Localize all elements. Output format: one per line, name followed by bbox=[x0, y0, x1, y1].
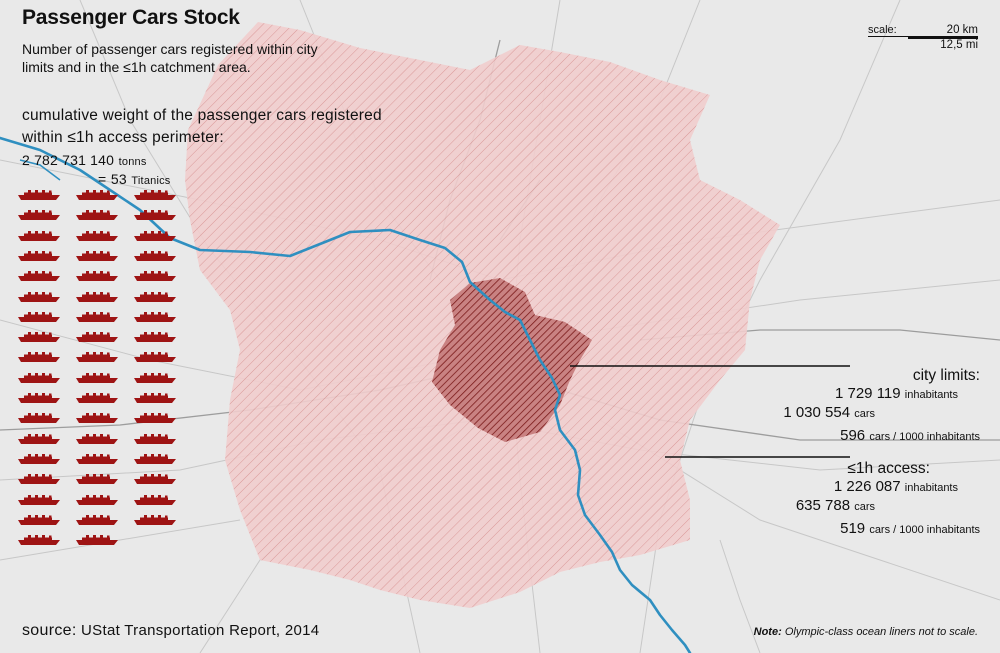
titanic-icon bbox=[18, 352, 60, 363]
titanic-icon bbox=[134, 352, 176, 363]
titanic-icon bbox=[134, 393, 176, 403]
titanic-icon bbox=[76, 494, 118, 505]
titanic-icon bbox=[134, 474, 176, 485]
titanic-icon bbox=[18, 433, 60, 444]
river bbox=[0, 136, 692, 653]
titanic-icon bbox=[134, 433, 176, 444]
titanic-icon bbox=[76, 210, 118, 221]
tributary bbox=[19, 159, 61, 181]
note-label: Note: bbox=[753, 626, 782, 638]
titanic-icon bbox=[76, 311, 118, 322]
titanic-icon bbox=[18, 190, 60, 200]
titanic-icon bbox=[18, 291, 60, 302]
titanic-icon bbox=[134, 271, 176, 282]
scale-line bbox=[868, 36, 978, 37]
footnote: Note: Olympic-class ocean liners not to … bbox=[754, 626, 978, 638]
access-stats: ≤1h access: 1 226 087 inhabitants 635 78… bbox=[796, 460, 980, 539]
access-inhabitants-value: 1 226 087 bbox=[833, 478, 901, 495]
titanic-icon bbox=[18, 230, 60, 241]
access-rate-unit: cars / 1000 inhabitants bbox=[869, 524, 980, 536]
tons-value: 2 782 731 140 bbox=[22, 152, 115, 168]
titanic-icon bbox=[18, 271, 60, 282]
city-limits-stats: city limits: 1 729 119 inhabitants 1 030… bbox=[783, 367, 980, 446]
titanic-icon bbox=[134, 413, 176, 424]
scale-label: scale: bbox=[868, 24, 897, 36]
titanic-icon-grid bbox=[18, 190, 188, 555]
titanic-icon bbox=[134, 311, 176, 322]
city-rate-value: 596 bbox=[840, 427, 866, 444]
access-heading: ≤1h access: bbox=[847, 460, 930, 477]
scale-km: 20 km bbox=[946, 24, 978, 36]
city-limits-area bbox=[432, 278, 592, 442]
note-text: Olympic-class ocean liners not to scale. bbox=[784, 626, 978, 638]
scale-line-thick bbox=[908, 37, 978, 39]
scale-bar: scale: 20 km 12,5 mi bbox=[868, 24, 978, 54]
titanic-icon bbox=[76, 250, 118, 261]
titanic-icon bbox=[76, 332, 118, 343]
titanic-icon bbox=[76, 514, 118, 525]
titanic-icon bbox=[18, 453, 60, 464]
titanic-icon bbox=[76, 190, 118, 200]
titanic-icon bbox=[76, 230, 118, 241]
titanic-icon bbox=[18, 372, 60, 383]
titanic-icon bbox=[134, 332, 176, 343]
source-text: UStat Transportation Report, 2014 bbox=[81, 622, 320, 639]
titanic-icon bbox=[134, 372, 176, 383]
titanic-icon bbox=[18, 494, 60, 505]
titanic-icon bbox=[18, 332, 60, 343]
titanics-unit: Titanics bbox=[131, 175, 171, 187]
titanic-icon bbox=[134, 514, 176, 525]
city-cars-value: 1 030 554 bbox=[783, 404, 851, 421]
city-limits-heading: city limits: bbox=[912, 367, 980, 384]
titanic-icon bbox=[18, 311, 60, 322]
titanic-icon bbox=[18, 474, 60, 485]
titanic-icon bbox=[18, 535, 60, 546]
access-inhabitants-unit: inhabitants bbox=[904, 482, 958, 494]
titanic-icon bbox=[18, 250, 60, 261]
cumulative-weight-block: cumulative weight of the passenger cars … bbox=[22, 105, 382, 189]
titanic-icon bbox=[18, 514, 60, 525]
source-label: source: bbox=[22, 622, 77, 639]
titanic-icon bbox=[18, 210, 60, 221]
map-subtitle: Number of passenger cars registered with… bbox=[22, 41, 318, 75]
titanic-icon bbox=[134, 494, 176, 505]
source-line: source: UStat Transportation Report, 201… bbox=[22, 622, 319, 640]
city-cars-unit: cars bbox=[854, 408, 875, 420]
titanic-icon bbox=[76, 535, 118, 546]
titanic-icon bbox=[76, 372, 118, 383]
titanic-icon bbox=[76, 271, 118, 282]
titanic-icon bbox=[76, 393, 118, 403]
titanic-icon bbox=[18, 413, 60, 424]
titanic-icon bbox=[76, 291, 118, 302]
titanic-icon bbox=[76, 352, 118, 363]
equals-sign: = bbox=[98, 171, 107, 187]
titanic-icon bbox=[134, 210, 176, 221]
city-inhabitants-value: 1 729 119 bbox=[834, 385, 901, 402]
titanic-icon bbox=[76, 413, 118, 424]
access-rate-value: 519 bbox=[840, 520, 866, 537]
cumulative-heading: cumulative weight of the passenger cars … bbox=[22, 107, 382, 146]
titanic-icon bbox=[76, 433, 118, 444]
titanic-icon bbox=[134, 291, 176, 302]
titanics-value: 53 bbox=[110, 171, 127, 187]
titanic-icon bbox=[76, 474, 118, 485]
titanic-icon bbox=[134, 250, 176, 261]
access-cars-unit: cars bbox=[854, 501, 875, 513]
scale-mi: 12,5 mi bbox=[940, 39, 978, 51]
titanic-icon bbox=[18, 393, 60, 403]
titanic-icon bbox=[134, 453, 176, 464]
titanic-icon bbox=[76, 453, 118, 464]
city-rate-unit: cars / 1000 inhabitants bbox=[869, 431, 980, 443]
tons-unit: tonns bbox=[118, 156, 147, 168]
titanic-icon bbox=[134, 230, 176, 241]
city-inhabitants-unit: inhabitants bbox=[904, 389, 958, 401]
map-title: Passenger Cars Stock bbox=[22, 6, 240, 29]
titanic-icon bbox=[134, 190, 176, 200]
access-cars-value: 635 788 bbox=[795, 497, 851, 514]
